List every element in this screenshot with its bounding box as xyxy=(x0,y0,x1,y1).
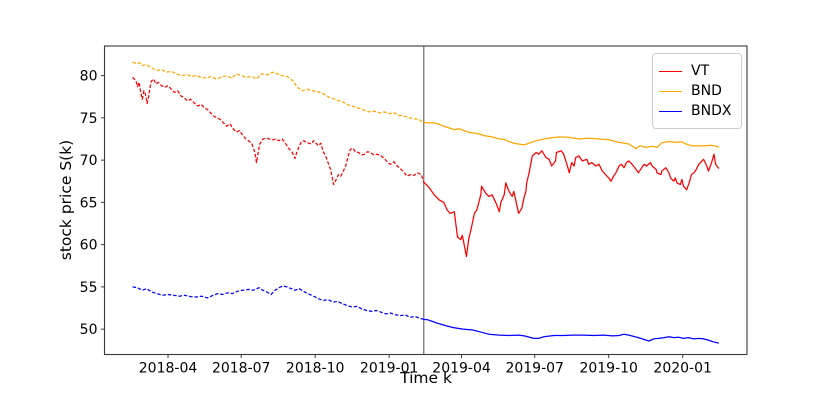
legend-line-sample-bnd xyxy=(659,90,682,92)
series-line-bndx-forward xyxy=(423,318,720,344)
y-tick-label: 70 xyxy=(80,153,98,169)
series-line-vt-history xyxy=(132,76,425,186)
y-tick-label: 65 xyxy=(80,195,98,211)
legend-label-vt: VT xyxy=(691,63,710,79)
x-tick-label: 2019-04 xyxy=(432,361,491,377)
x-tick-label: 2018-07 xyxy=(212,361,271,377)
legend-item-vt: VT xyxy=(659,61,733,81)
series-line-vt-forward xyxy=(423,150,720,258)
y-tick-label: 80 xyxy=(80,69,98,85)
legend-label-bnd: BND xyxy=(691,83,722,99)
series-line-bnd-forward xyxy=(423,121,720,150)
x-tick-label: 2020-01 xyxy=(653,361,712,377)
y-axis-label: stock price S(k) xyxy=(57,139,75,261)
legend-label-bndx: BNDX xyxy=(691,103,732,119)
x-tick-label: 2018-04 xyxy=(139,361,198,377)
x-tick-label: 2018-10 xyxy=(286,361,345,377)
x-axis-label: Time k xyxy=(400,369,452,387)
x-tick-label: 2019-10 xyxy=(579,361,638,377)
y-tick-label: 60 xyxy=(80,238,98,254)
x-tick-label: 2019-07 xyxy=(505,361,564,377)
legend-line-sample-vt xyxy=(659,70,682,72)
legend-item-bndx: BNDX xyxy=(659,101,733,121)
y-tick-label: 55 xyxy=(80,280,98,296)
legend-line-sample-bndx xyxy=(659,110,682,112)
y-tick-label: 50 xyxy=(80,322,98,338)
y-tick-label: 75 xyxy=(80,111,98,127)
x-tick-label: 2019-01 xyxy=(360,361,419,377)
axes-frame xyxy=(103,45,748,356)
series-line-bnd-history xyxy=(132,61,425,124)
legend: VT BND BNDX xyxy=(652,53,742,129)
legend-item-bnd: BND xyxy=(659,81,733,101)
series-line-bndx-history xyxy=(132,285,424,320)
